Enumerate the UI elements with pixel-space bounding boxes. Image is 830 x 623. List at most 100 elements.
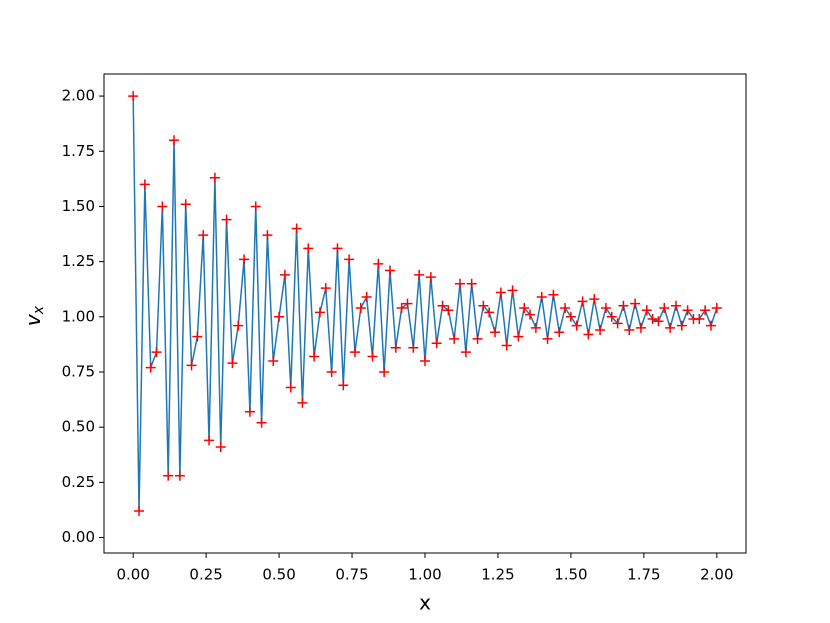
x-tick-label: 0.75 — [335, 566, 368, 584]
marker — [530, 322, 541, 333]
marker — [525, 309, 536, 320]
marker — [612, 318, 623, 329]
marker — [513, 331, 524, 342]
marker — [624, 325, 635, 336]
marker — [221, 214, 232, 225]
marker — [653, 316, 664, 327]
marker — [705, 320, 716, 331]
marker — [233, 320, 244, 331]
y-axis-label-main: v — [21, 313, 45, 326]
marker — [490, 327, 501, 338]
marker — [355, 302, 366, 313]
marker — [373, 258, 384, 269]
marker — [198, 230, 209, 241]
marker — [460, 347, 471, 358]
marker — [484, 307, 495, 318]
marker — [700, 305, 711, 316]
marker — [665, 322, 676, 333]
marker — [303, 243, 314, 254]
marker — [274, 311, 285, 322]
marker — [548, 289, 559, 300]
marker — [402, 298, 413, 309]
marker — [379, 366, 390, 377]
marker — [478, 300, 489, 311]
marker — [145, 362, 156, 373]
marker — [466, 278, 477, 289]
marker — [338, 380, 349, 391]
marker — [565, 311, 576, 322]
marker — [134, 506, 145, 517]
x-tick-label: 2.00 — [700, 566, 733, 584]
marker — [186, 360, 197, 371]
y-tick-label: 0.75 — [62, 362, 95, 380]
marker — [396, 302, 407, 313]
marker — [262, 230, 273, 241]
y-tick-label: 1.50 — [62, 197, 95, 215]
x-tick-label: 1.75 — [627, 566, 660, 584]
marker — [285, 382, 296, 393]
x-tick-label: 1.25 — [481, 566, 514, 584]
y-tick-label: 0.25 — [62, 473, 95, 491]
x-tick-label: 0.25 — [189, 566, 222, 584]
marker — [314, 307, 325, 318]
marker — [583, 329, 594, 340]
marker — [139, 179, 150, 190]
marker — [163, 470, 174, 481]
marker — [519, 302, 530, 313]
marker — [595, 325, 606, 336]
marker — [320, 283, 331, 294]
y-tick-label: 1.00 — [62, 307, 95, 325]
marker — [606, 311, 617, 322]
marker — [711, 302, 722, 313]
y-tick-label: 1.75 — [62, 142, 95, 160]
y-tick-label: 2.00 — [62, 87, 95, 105]
marker — [215, 442, 226, 453]
marker — [349, 347, 360, 358]
marker — [291, 223, 302, 234]
marker — [682, 305, 693, 316]
marker — [169, 135, 180, 146]
marker — [256, 417, 267, 428]
x-axis-label: x — [419, 591, 431, 615]
marker — [647, 314, 658, 325]
marker — [577, 296, 588, 307]
marker — [431, 338, 442, 349]
marker — [192, 331, 203, 342]
marker — [670, 300, 681, 311]
y-axis-label: vx — [21, 305, 48, 326]
marker — [455, 278, 466, 289]
marker — [367, 351, 378, 362]
marker — [659, 302, 670, 313]
marker — [420, 355, 430, 366]
marker — [542, 333, 553, 344]
marker — [268, 355, 279, 366]
marker — [209, 172, 220, 183]
marker — [560, 302, 571, 313]
x-tick-label: 1.50 — [554, 566, 587, 584]
marker — [204, 435, 215, 446]
marker — [600, 302, 611, 313]
x-tick-label: 0.50 — [262, 566, 295, 584]
marker — [361, 291, 372, 302]
marker — [390, 342, 401, 353]
marker — [554, 327, 565, 338]
marker — [227, 358, 238, 369]
marker — [151, 347, 162, 358]
marker — [157, 201, 168, 212]
marker — [501, 340, 512, 351]
marker — [571, 320, 582, 331]
marker — [309, 351, 320, 362]
y-tick-label: 0.00 — [62, 528, 95, 546]
marker — [344, 254, 355, 265]
plot-frame — [103, 73, 747, 554]
marker — [676, 320, 687, 331]
marker — [425, 272, 436, 283]
marker — [495, 287, 506, 298]
y-tick-label: 1.25 — [62, 252, 95, 270]
marker — [244, 406, 255, 417]
marker — [414, 269, 425, 280]
marker — [326, 366, 337, 377]
marker — [618, 300, 629, 311]
marker — [630, 298, 641, 309]
